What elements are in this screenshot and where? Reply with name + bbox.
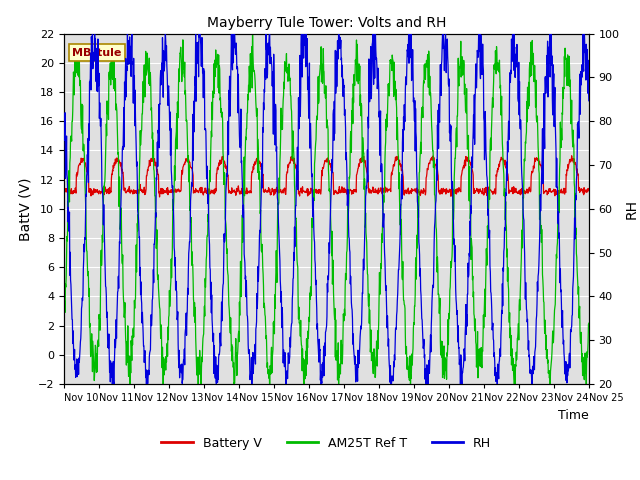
- Text: MB_tule: MB_tule: [72, 48, 121, 58]
- Y-axis label: RH: RH: [625, 199, 639, 219]
- Title: Mayberry Tule Tower: Volts and RH: Mayberry Tule Tower: Volts and RH: [207, 16, 446, 30]
- Legend: Battery V, AM25T Ref T, RH: Battery V, AM25T Ref T, RH: [156, 432, 497, 455]
- X-axis label: Time: Time: [558, 408, 589, 421]
- Y-axis label: BattV (V): BattV (V): [18, 177, 32, 240]
